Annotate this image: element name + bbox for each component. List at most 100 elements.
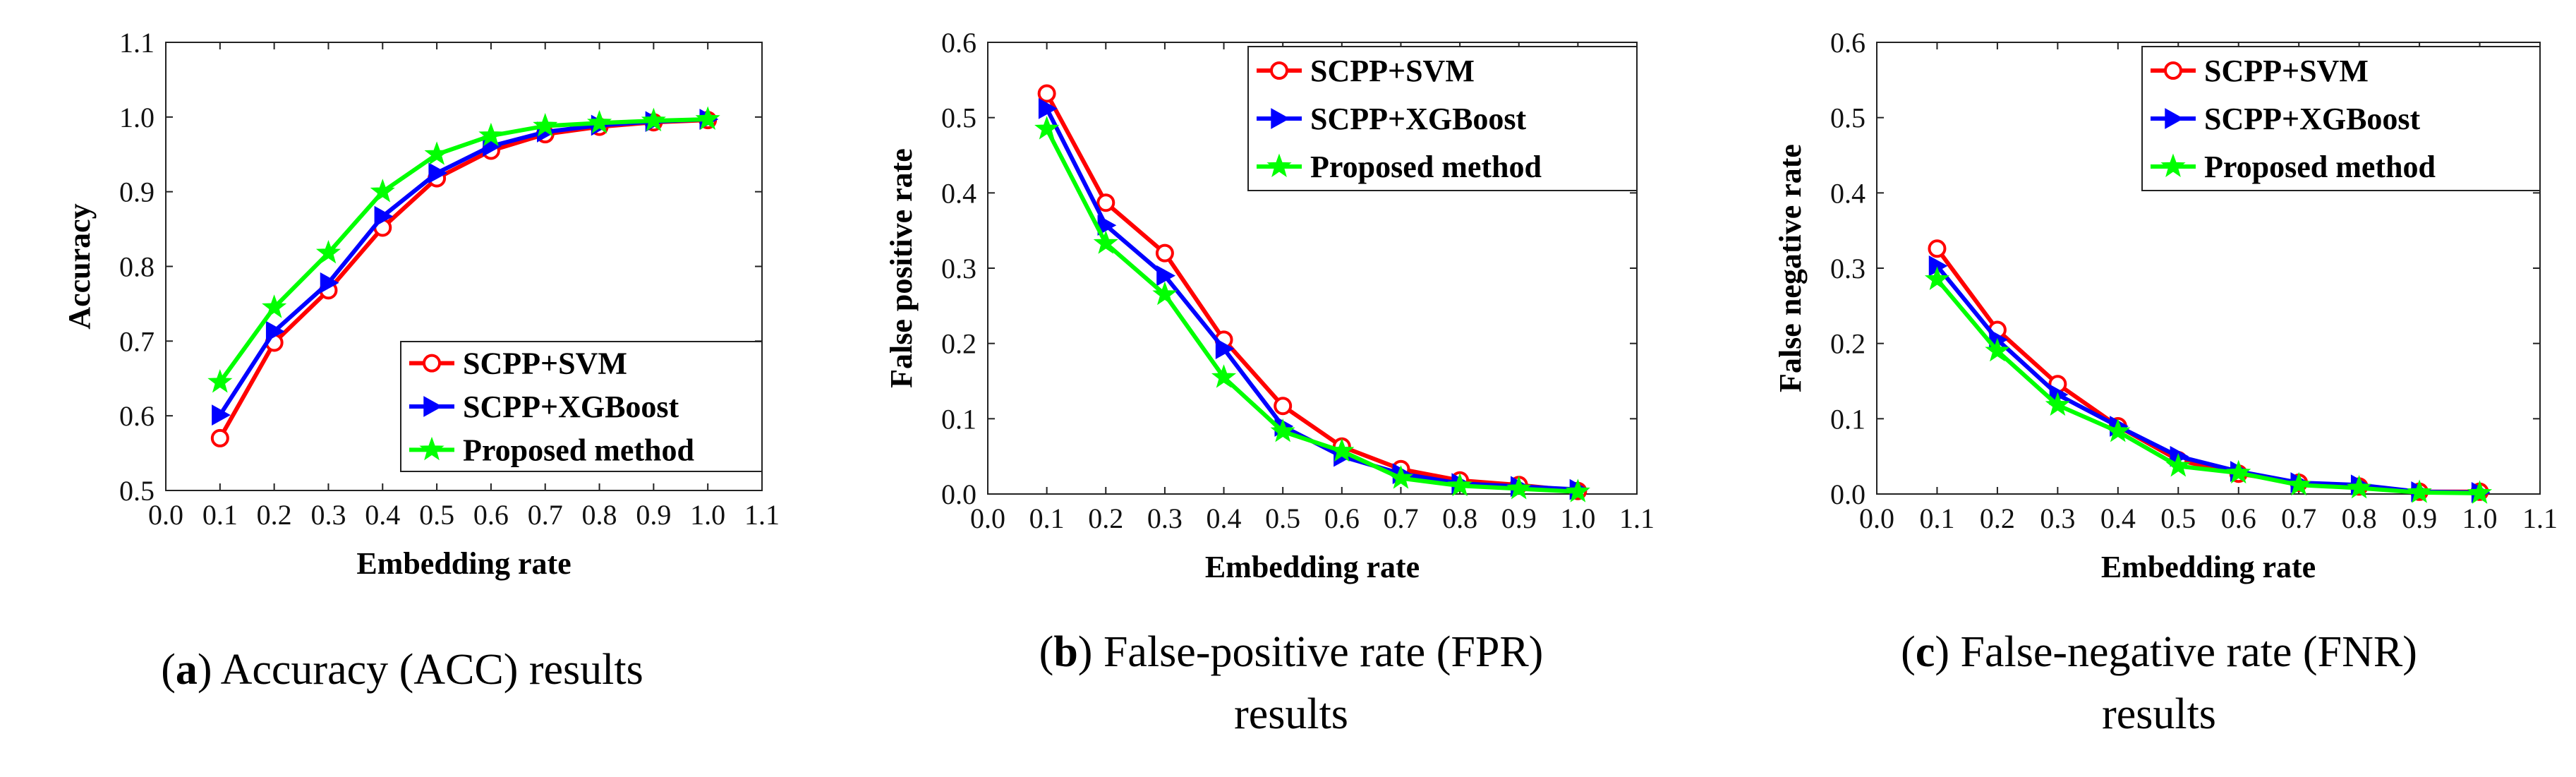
x-tick-label: 0.4 [1207,502,1242,534]
legend-label: Proposed method [2204,150,2436,184]
caption-c: (c) False-negative rate (FNR) results [1901,628,2417,738]
x-tick-label: 1.0 [690,499,725,531]
caption-b-text: False-positive rate (FPR) [1103,628,1544,676]
series-line [218,117,708,384]
data-point [478,122,504,147]
x-tick-label: 0.5 [2160,502,2196,534]
x-tick-label: 0.6 [2221,502,2256,534]
data-point [1388,465,1413,489]
data-point [533,113,558,137]
data-point [428,162,448,184]
legend: SCPP+SVM SCPP+XGBoost Proposed method [2141,46,2541,191]
x-tick-label: 0.2 [1980,502,2015,534]
x-axis-label: Embedding rate [2101,550,2316,584]
x-tick-label: 0.9 [636,499,671,531]
legend-swatch-marker [423,354,441,373]
caption-a-letter: a [175,646,198,694]
legend-box [400,341,763,472]
y-tick-label: 0.8 [119,251,155,283]
data-point [374,205,394,227]
legend: SCPP+SVM SCPP+XGBoost Proposed method [400,341,763,472]
legend-swatch-marker [1271,108,1290,129]
x-tick-label: 1.0 [2462,502,2498,534]
caption-c-text: False-negative rate (FNR) [1960,628,2417,676]
series-line [1935,264,2480,495]
data-point [1093,230,1118,254]
y-tick-label: 0.9 [119,176,155,208]
y-tick-label: 0.1 [941,403,976,435]
x-tick-label: 0.1 [1919,502,1954,534]
data-point [1152,281,1178,306]
data-point [265,320,285,342]
y-tick-label: 0.6 [1830,27,1866,59]
x-tick-label: 0.4 [365,499,400,531]
x-tick-label: 0.7 [2281,502,2316,534]
legend-label: SCPP+SVM [2204,54,2369,88]
data-point [1155,243,1174,263]
caption-b-letter: b [1053,628,1078,676]
data-point [424,141,449,165]
legend-swatch-marker [1266,153,1292,177]
x-axis-label: Embedding rate [356,546,571,581]
data-point [1037,84,1056,103]
y-tick-label: 0.6 [119,400,155,432]
data-point [1211,364,1237,388]
legend-swatch-marker [423,396,443,417]
x-tick-label: 0.7 [528,499,563,531]
x-tick-label: 0.0 [148,499,183,531]
legend-label: SCPP+SVM [463,347,627,381]
data-point [1034,116,1060,140]
caption-c-letter: c [1915,628,1935,676]
x-tick-label: 0.5 [419,499,454,531]
legend-label: Proposed method [463,433,694,467]
data-point [212,404,231,426]
data-point [1270,418,1295,442]
x-tick-label: 0.3 [1147,502,1183,534]
data-point [1215,338,1235,359]
y-tick-label: 1.1 [119,27,155,59]
data-point [320,272,339,294]
series-proposed [1924,266,2493,504]
data-point [210,428,229,447]
y-tick-label: 0.0 [941,478,976,510]
data-point [1038,98,1058,119]
caption-b-text-line2: results [1234,690,1348,738]
legend-box [1247,46,1638,191]
legend-swatch-marker [2160,153,2186,177]
x-tick-label: 0.8 [582,499,617,531]
legend-label: SCPP+XGBoost [463,390,679,424]
x-tick-label: 0.3 [310,499,346,531]
data-point [1447,472,1473,497]
x-tick-label: 0.5 [1265,502,1300,534]
data-point [1985,337,2010,362]
caption-a-text: Accuracy (ACC) results [220,646,643,694]
x-tick-label: 0.8 [2342,502,2377,534]
x-tick-label: 0.2 [1088,502,1123,534]
series-line [1044,128,1578,494]
series-line [1935,278,2480,495]
data-point [315,240,341,264]
legend: SCPP+SVM SCPP+XGBoost Proposed method [1247,46,1638,191]
data-point [2286,471,2311,496]
y-tick-label: 0.4 [941,177,976,209]
data-point [370,179,395,203]
caption-c-text-line2: results [2102,690,2216,738]
y-tick-label: 0.0 [1830,478,1866,510]
x-tick-label: 0.8 [1442,502,1477,534]
data-point [2165,453,2191,477]
x-tick-label: 0.7 [1383,502,1418,534]
y-tick-label: 0.6 [941,27,976,59]
y-tick-label: 0.3 [1830,253,1866,284]
legend-label: SCPP+SVM [1310,54,1475,88]
data-point [262,294,287,318]
data-point [2105,418,2131,442]
legend-label: SCPP+XGBoost [2204,102,2421,136]
chart-b: 0.0 0.1 0.2 0.3 0.4 0.5 0.6 0.7 0.8 0.9 1.0 1.1 0.0 0… [884,27,1655,584]
legend-swatch-marker [2165,108,2184,129]
data-point [207,369,233,393]
data-point [1096,193,1115,212]
data-point [1565,478,1590,502]
x-tick-label: 0.0 [970,502,1005,534]
x-tick-label: 0.9 [2402,502,2437,534]
